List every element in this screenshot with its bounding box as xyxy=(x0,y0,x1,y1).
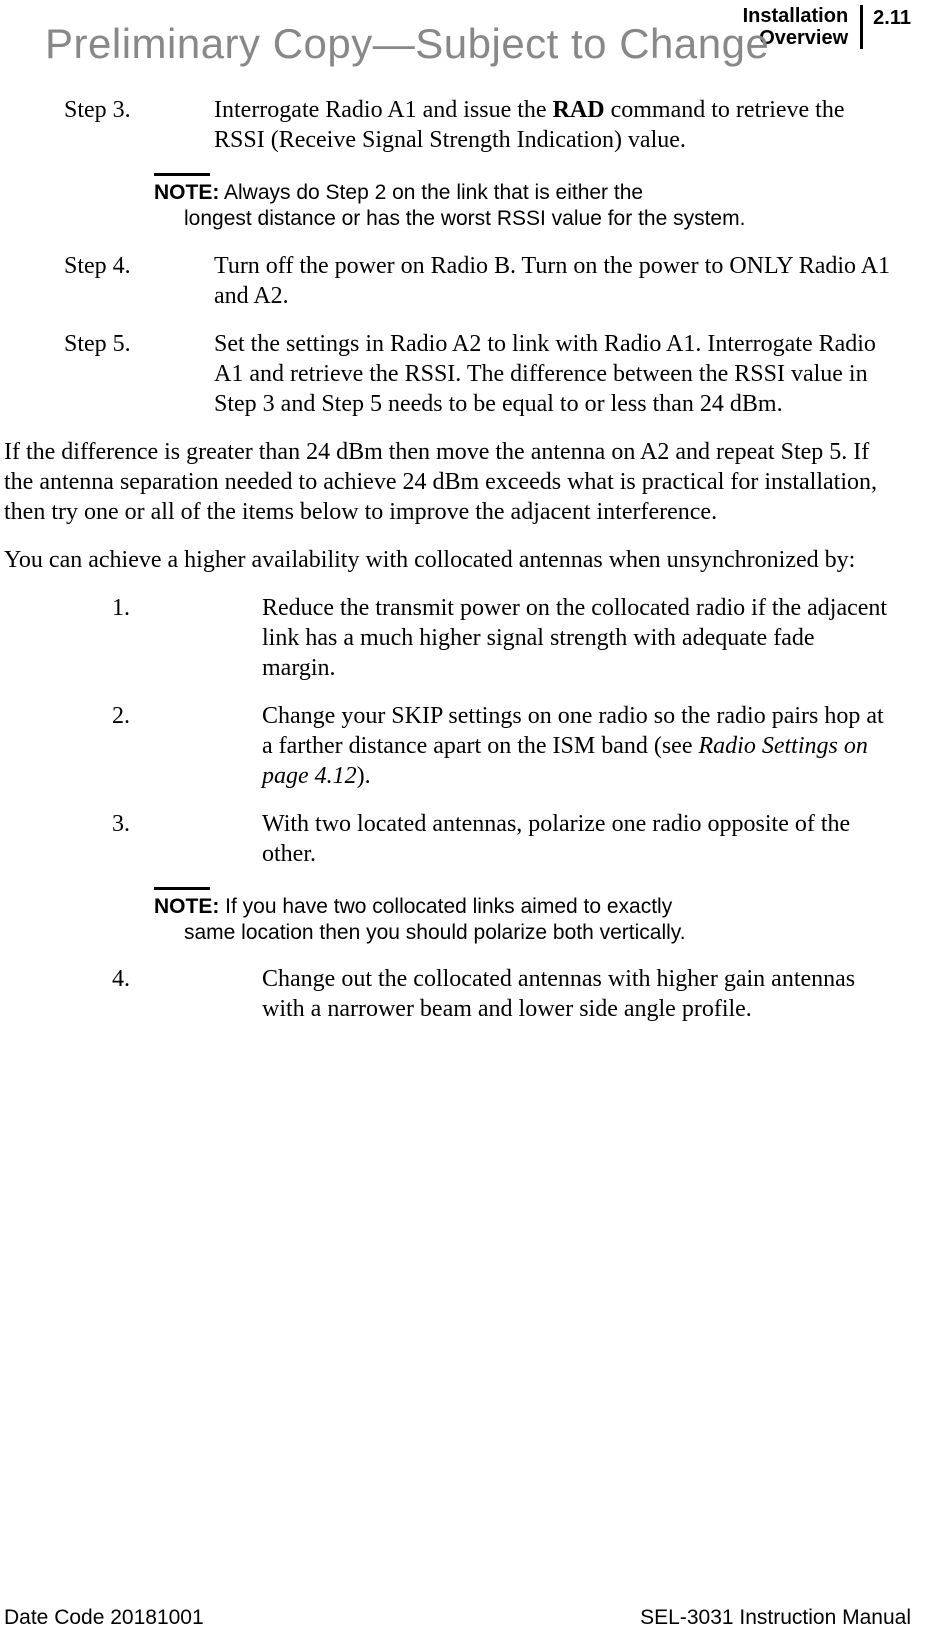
step-5: Step 5. Set the settings in Radio A2 to … xyxy=(4,329,904,419)
note-2-line1: NOTE: If you have two collocated links a… xyxy=(154,894,754,920)
note-2-rest: same location then you should polarize b… xyxy=(154,920,754,946)
page-footer: Date Code 20181001 SEL-3031 Instruction … xyxy=(4,1606,911,1630)
paragraph-1: If the difference is greater than 24 dBm… xyxy=(4,437,904,527)
list-item-2-body: Change your SKIP settings on one radio s… xyxy=(262,701,904,791)
watermark-text: Preliminary Copy—Subject to Change xyxy=(45,20,769,68)
list-item-1-body: Reduce the transmit power on the colloca… xyxy=(262,593,904,683)
list-item-2-num: 2. xyxy=(4,701,262,791)
footer-right: SEL-3031 Instruction Manual xyxy=(640,1606,911,1630)
step-3-label: Step 3. xyxy=(4,95,214,155)
step-3-pre: Interrogate Radio A1 and issue the xyxy=(214,97,553,123)
note-2: NOTE: If you have two collocated links a… xyxy=(154,887,754,947)
step-3: Step 3. Interrogate Radio A1 and issue t… xyxy=(4,95,904,155)
note-1-line1: NOTE: Always do Step 2 on the link that … xyxy=(154,180,754,206)
note-2-first: If you have two collocated links aimed t… xyxy=(219,895,672,918)
step-4-body: Turn off the power on Radio B. Turn on t… xyxy=(214,251,904,311)
list-item-4: 4. Change out the collocated antennas wi… xyxy=(4,964,904,1024)
list-item-3: 3. With two located antennas, polarize o… xyxy=(4,809,904,869)
paragraph-2: You can achieve a higher availability wi… xyxy=(4,545,904,575)
footer-left: Date Code 20181001 xyxy=(4,1606,204,1630)
note-1-rest: longest distance or has the worst RSSI v… xyxy=(154,206,754,232)
note-2-rule xyxy=(154,887,210,890)
step-3-bold: RAD xyxy=(553,97,605,123)
list-item-2: 2. Change your SKIP settings on one radi… xyxy=(4,701,904,791)
list-item-4-num: 4. xyxy=(4,964,262,1024)
list-item-3-body: With two located antennas, polarize one … xyxy=(262,809,904,869)
page: Installation Overview 2.11 Preliminary C… xyxy=(0,0,931,1642)
step-5-label: Step 5. xyxy=(4,329,214,419)
list-item-3-num: 3. xyxy=(4,809,262,869)
content-area: Step 3. Interrogate Radio A1 and issue t… xyxy=(4,95,904,1042)
note-1-first: Always do Step 2 on the link that is eit… xyxy=(219,181,643,204)
page-number: 2.11 xyxy=(863,5,911,30)
step-3-body: Interrogate Radio A1 and issue the RAD c… xyxy=(214,95,904,155)
note-1-label: NOTE: xyxy=(154,181,219,204)
note-1-rule xyxy=(154,173,210,176)
step-4: Step 4. Turn off the power on Radio B. T… xyxy=(4,251,904,311)
step-4-label: Step 4. xyxy=(4,251,214,311)
list-item-1: 1. Reduce the transmit power on the coll… xyxy=(4,593,904,683)
note-1: NOTE: Always do Step 2 on the link that … xyxy=(154,173,754,233)
step-5-body: Set the settings in Radio A2 to link wit… xyxy=(214,329,904,419)
list-item-1-num: 1. xyxy=(4,593,262,683)
list-item-4-body: Change out the collocated antennas with … xyxy=(262,964,904,1024)
note-2-label: NOTE: xyxy=(154,895,219,918)
list-item-2-post: ). xyxy=(357,763,371,789)
